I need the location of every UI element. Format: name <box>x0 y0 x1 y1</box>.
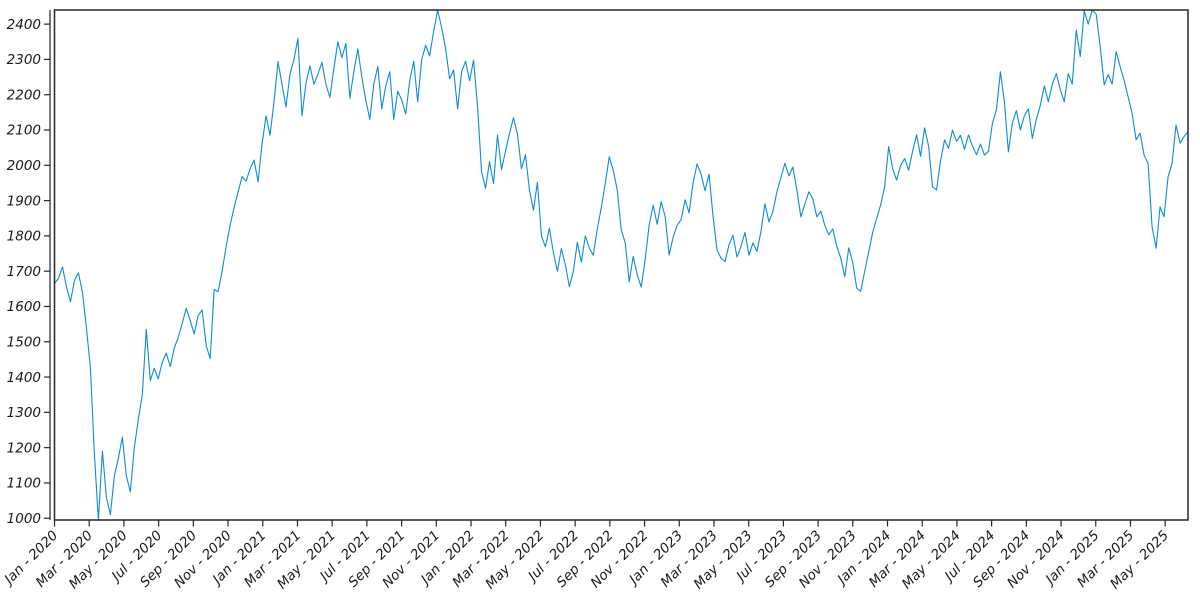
y-axis-tick-label: 1800 <box>7 229 41 245</box>
y-axis-tick-label: 1700 <box>7 264 41 280</box>
y-axis-tick-label: 2400 <box>7 17 41 33</box>
y-axis-tick-label: 1000 <box>7 511 41 527</box>
y-axis-tick-label: 1300 <box>7 405 41 421</box>
y-axis-tick-label: 1600 <box>7 299 41 315</box>
y-axis-tick-label: 1400 <box>7 370 41 386</box>
y-axis-tick-label: 1100 <box>7 476 41 492</box>
y-axis-tick-label: 2000 <box>7 158 41 174</box>
plot-area-border <box>53 9 1189 521</box>
y-axis-tick-label: 2100 <box>7 123 41 139</box>
y-axis-tick-label: 1200 <box>7 440 41 456</box>
y-axis-tick-label: 1500 <box>7 334 41 350</box>
price-line <box>53 9 1189 521</box>
y-axis-tick-label: 1900 <box>7 193 41 209</box>
y-axis-tick-label: 2300 <box>7 52 41 68</box>
y-axis-tick-label: 2200 <box>7 87 41 103</box>
